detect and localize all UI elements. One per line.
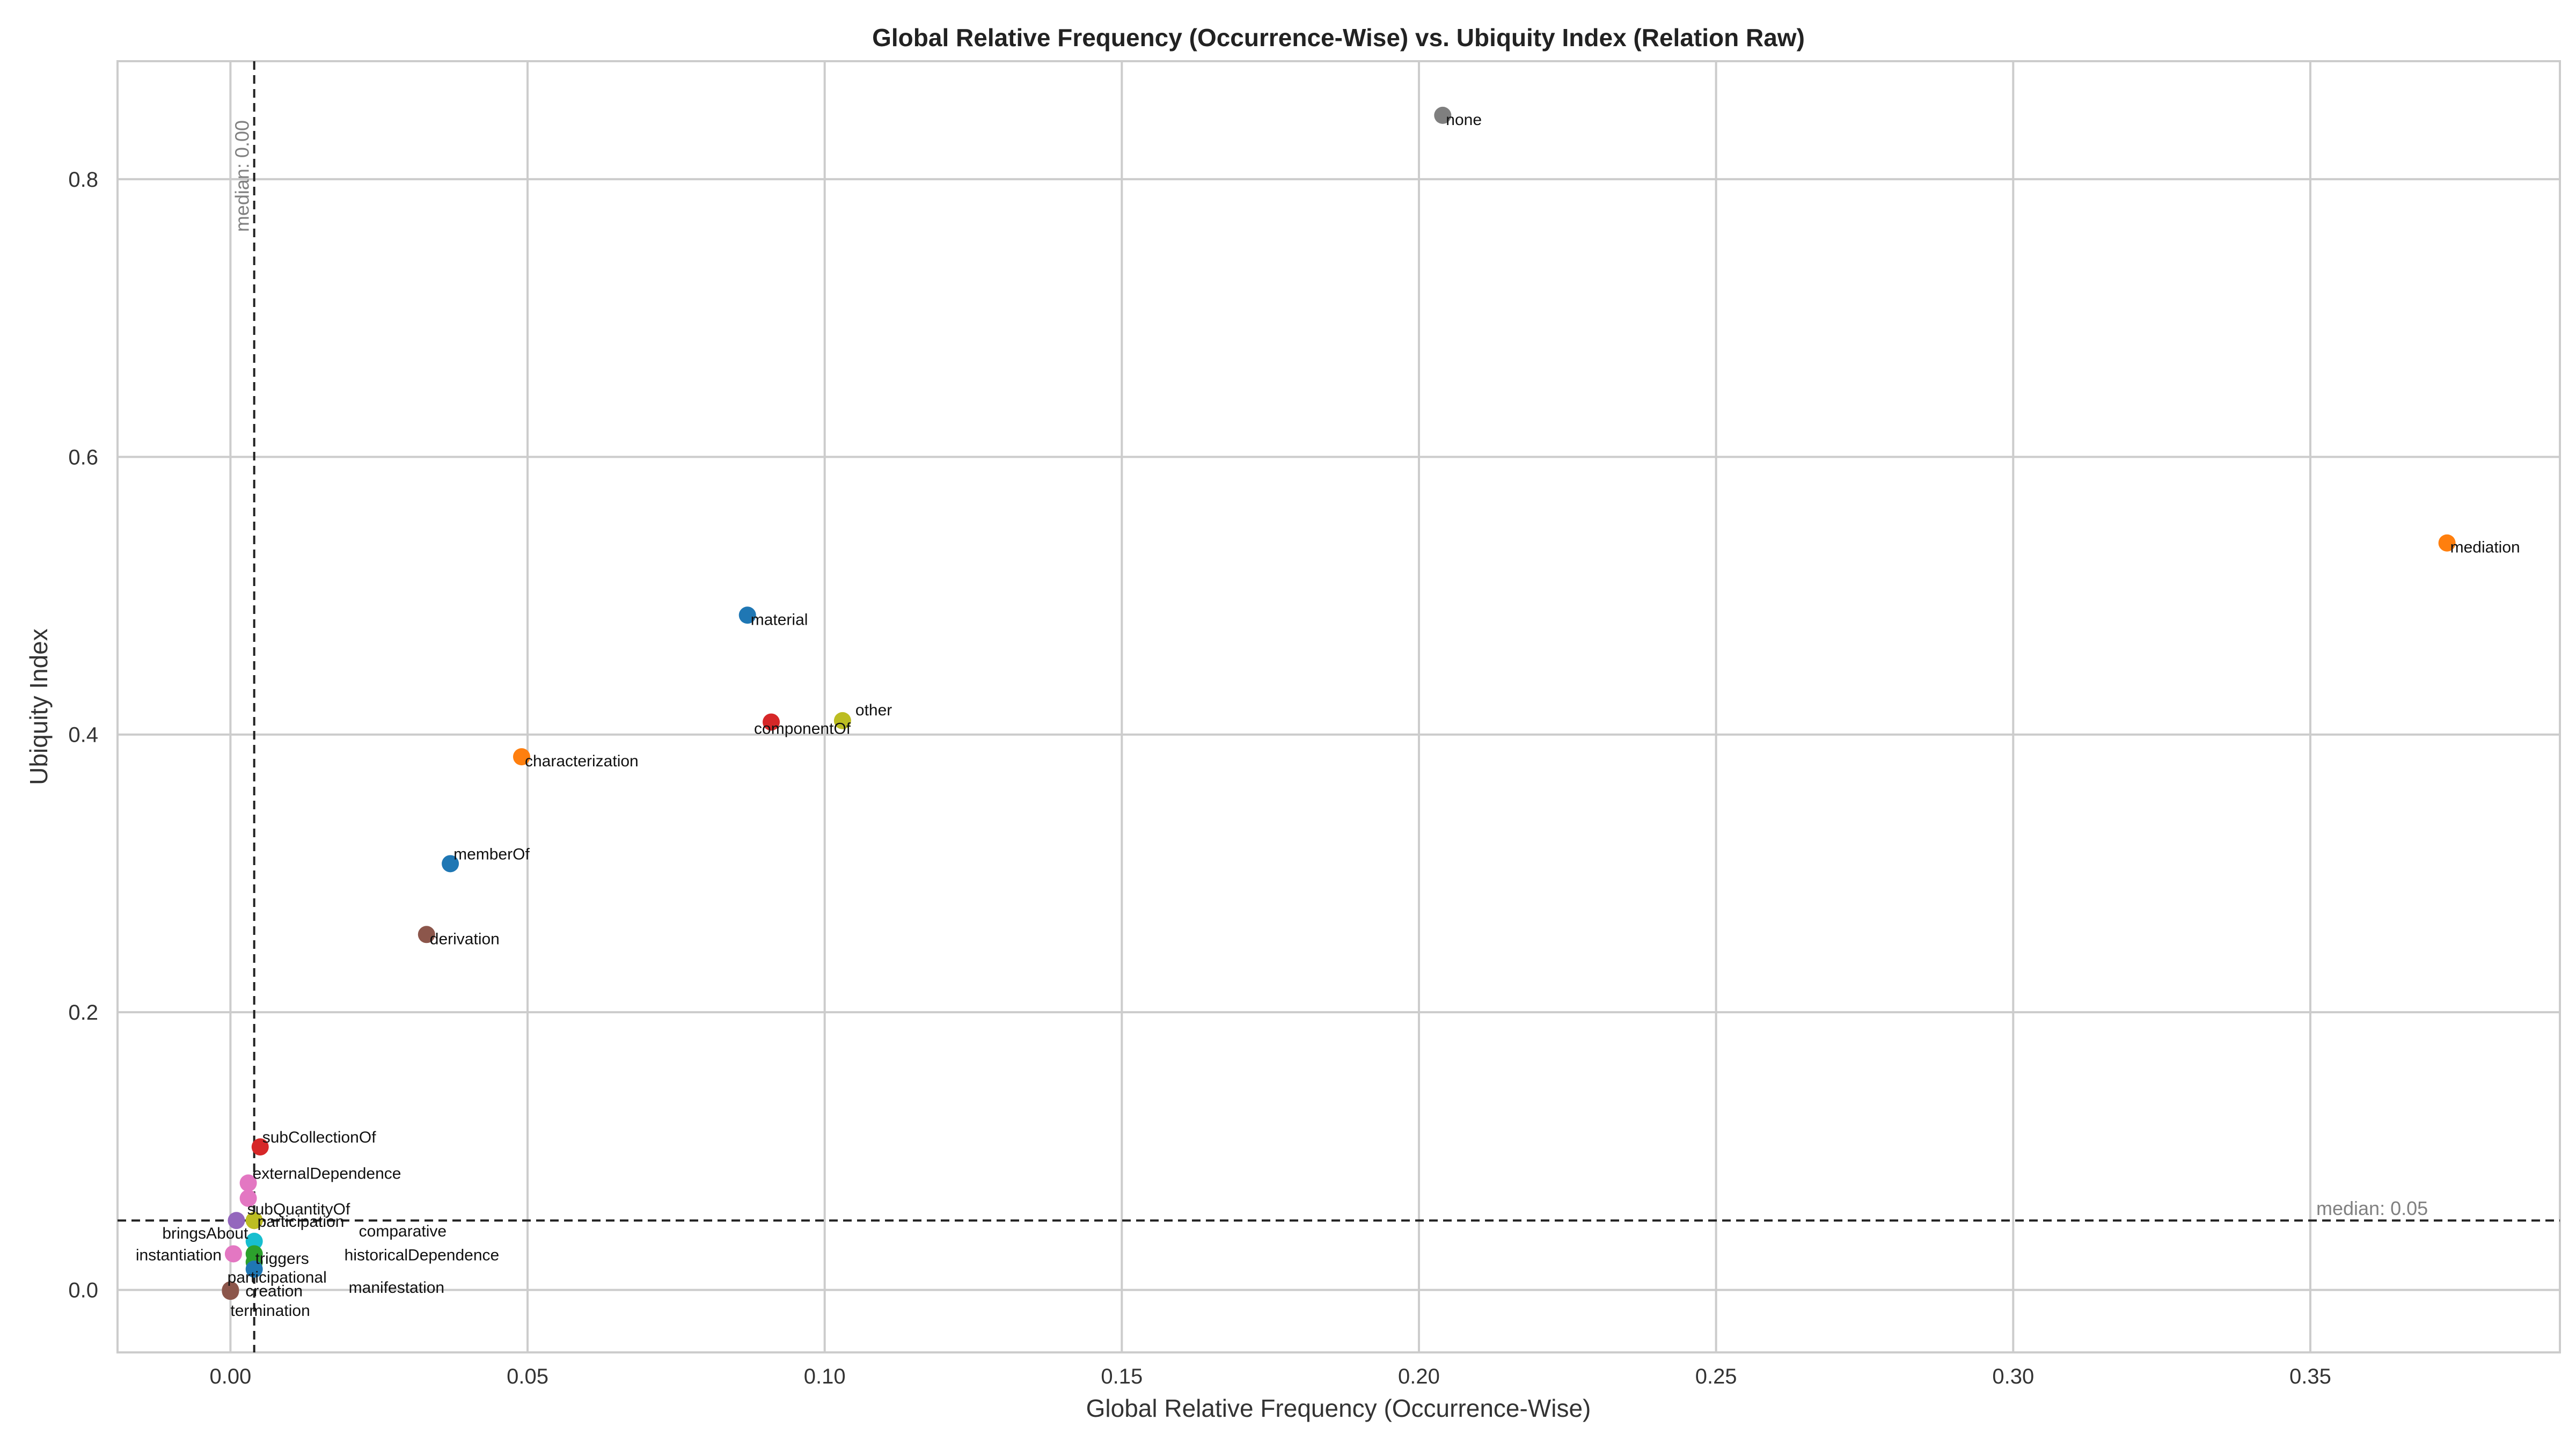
data-point-componentOf: [763, 713, 780, 731]
y-tick-label: 0.0: [68, 1279, 98, 1302]
data-point-memberOf: [442, 855, 459, 873]
data-point-instantiation: [224, 1245, 242, 1263]
y-axis-label: Ubiquity Index: [25, 628, 53, 785]
x-tick-label: 0.05: [507, 1365, 548, 1388]
data-point-manifestation: [245, 1260, 263, 1278]
plot-area-frame: [116, 60, 2561, 1353]
point-label-memberOf: memberOf: [453, 845, 530, 863]
point-label-none: none: [1446, 111, 1482, 129]
point-label-subQuantityOf: subQuantityOf: [247, 1201, 350, 1218]
point-label-historicalDependence: historicalDependence: [345, 1246, 500, 1264]
point-label-creation: creation: [245, 1283, 303, 1300]
point-label-participational: participational: [228, 1269, 327, 1286]
data-point-externalDependence: [239, 1174, 257, 1192]
x-tick-label: 0.30: [1992, 1365, 2034, 1388]
data-point-subCollectionOf: [251, 1138, 269, 1156]
data-point-triggers: [245, 1233, 263, 1250]
y-tick-label: 0.4: [68, 723, 98, 747]
x-tick-label: 0.15: [1101, 1365, 1143, 1388]
data-point-comparative: [245, 1212, 263, 1230]
y-tick-label: 0.8: [68, 168, 98, 192]
point-label-externalDependence: externalDependence: [253, 1165, 401, 1182]
point-label-mediation: mediation: [2450, 539, 2520, 557]
chart-title: Global Relative Frequency (Occurrence-Wi…: [872, 24, 1805, 52]
data-point-other: [833, 712, 851, 729]
point-label-comparative: comparative: [359, 1223, 447, 1240]
point-label-triggers: triggers: [255, 1250, 309, 1268]
data-point-material: [738, 606, 756, 624]
data-point-termination: [222, 1283, 239, 1300]
point-label-material: material: [751, 611, 808, 628]
y-tick-label: 0.2: [68, 1001, 98, 1024]
point-label-characterization: characterization: [525, 752, 639, 770]
x-tick-label: 0.35: [2289, 1365, 2331, 1388]
point-label-derivation: derivation: [430, 930, 500, 948]
tick-labels: 0.00 0.05 0.10 0.15 0.20 0.25 0.30 0.35 0.0 0.2 0.…: [68, 168, 2331, 1388]
x-tick-label: 0.00: [209, 1365, 251, 1388]
point-label-manifestation: manifestation: [349, 1279, 444, 1297]
data-point-mediation: [2438, 534, 2456, 552]
point-label-termination: termination: [230, 1302, 310, 1320]
median-y-label: median: 0.05: [2316, 1197, 2428, 1219]
y-tick-label: 0.6: [68, 445, 98, 469]
point-label-subCollectionOf: subCollectionOf: [262, 1129, 376, 1146]
x-axis-label: Global Relative Frequency (Occurrence-Wi…: [1086, 1394, 1591, 1422]
data-point-derivation: [418, 926, 435, 943]
data-point-bringsAbout: [228, 1212, 245, 1230]
point-label-participation: participation: [258, 1213, 345, 1231]
data-point-none: [1434, 106, 1452, 124]
point-label-bringsAbout: bringsAbout: [162, 1225, 248, 1242]
x-tick-label: 0.25: [1695, 1365, 1737, 1388]
point-label-instantiation: instantiation: [136, 1246, 222, 1264]
x-tick-label: 0.20: [1398, 1365, 1440, 1388]
data-points: [222, 106, 2456, 1300]
data-point-subQuantityOf: [239, 1189, 257, 1207]
point-label-componentOf: componentOf: [754, 720, 851, 737]
median-x-label: median: 0.00: [231, 120, 253, 232]
median-lines: median: 0.00 median: 0.05: [118, 61, 2560, 1352]
grid: [118, 61, 2560, 1352]
data-point-characterization: [513, 748, 530, 766]
point-label-other: other: [855, 701, 892, 719]
x-tick-label: 0.10: [804, 1365, 846, 1388]
